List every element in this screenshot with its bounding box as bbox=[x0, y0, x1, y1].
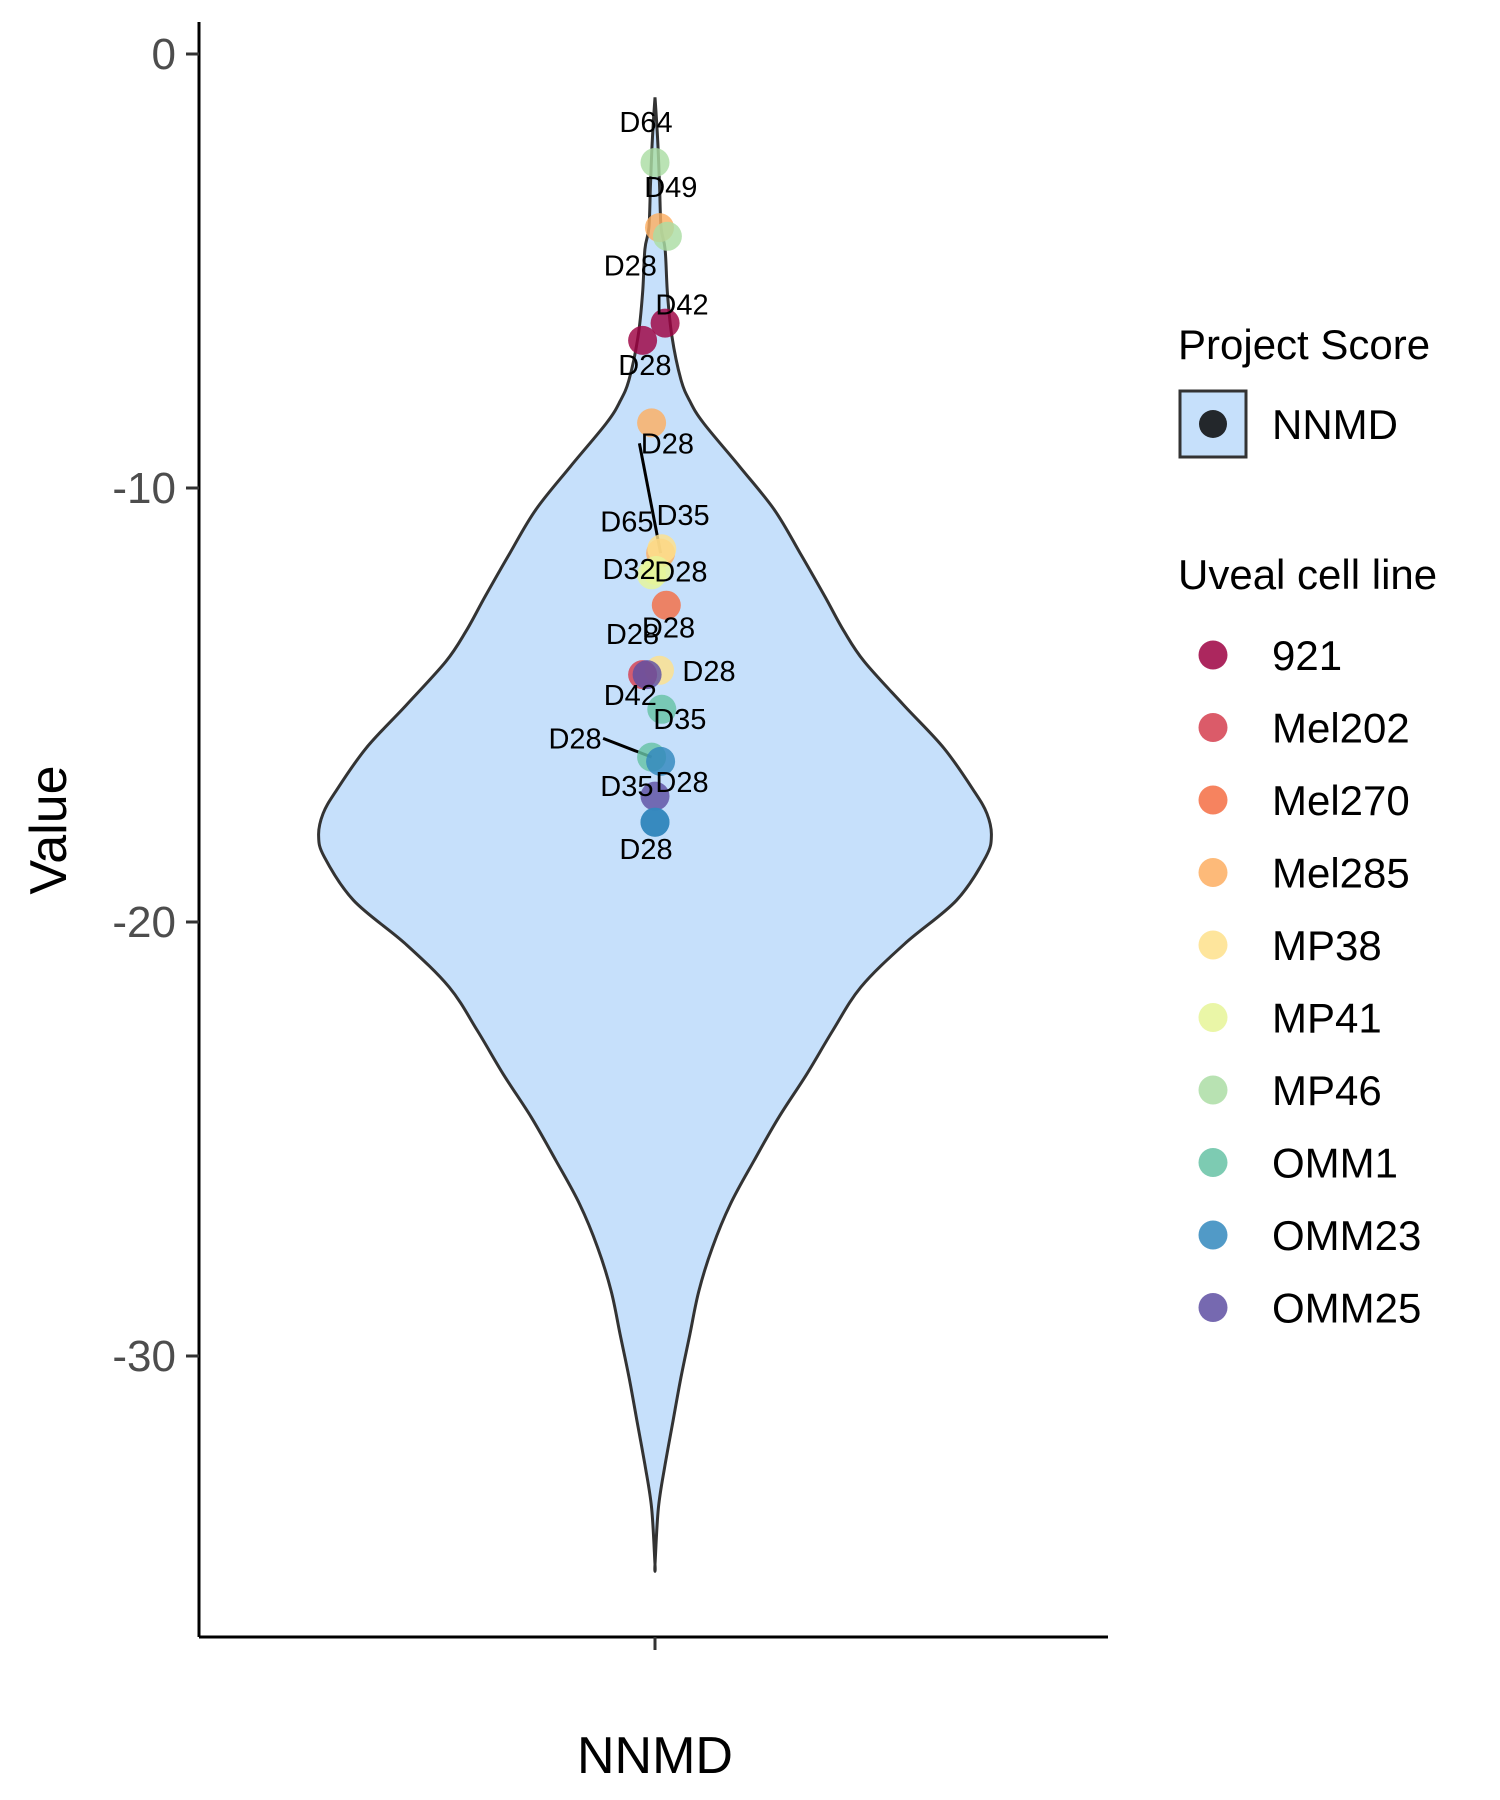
point-label-layer: D64D49D28D42D28D28D35D65D32D28D28D28D28D… bbox=[548, 107, 735, 866]
y-tick-label: -20 bbox=[112, 898, 176, 947]
data-point-omm25 bbox=[640, 781, 670, 811]
legend-key-mel270 bbox=[1198, 785, 1228, 815]
legend-key-omm1 bbox=[1198, 1148, 1228, 1177]
y-tick-label: 0 bbox=[152, 30, 176, 79]
data-point-label: D28 bbox=[604, 250, 657, 282]
legend-label-omm1: OMM1 bbox=[1272, 1140, 1398, 1187]
legend-label-mp38: MP38 bbox=[1272, 922, 1382, 969]
legend-key-omm23 bbox=[1198, 1220, 1228, 1250]
legend-label-921: 921 bbox=[1272, 632, 1342, 679]
data-point-label: D28 bbox=[619, 834, 672, 866]
data-point-label: D35 bbox=[656, 500, 709, 532]
legend-label-mel270: Mel270 bbox=[1272, 777, 1410, 824]
data-point-mel285 bbox=[637, 408, 667, 438]
data-point-omm25 bbox=[632, 660, 662, 690]
cell-line-legend-items: 921 Mel202 Mel270 Mel285 MP38 MP41 MP46 OMM1 OMM… bbox=[1198, 632, 1421, 1332]
legend: Project Score NNMD Uveal cell line 921 Me… bbox=[1178, 321, 1437, 1332]
y-tick-label: -10 bbox=[112, 464, 176, 513]
axes: 0 -10 -20 -30 NNMD Value bbox=[20, 22, 1108, 1785]
legend-key-mel202 bbox=[1198, 713, 1228, 742]
legend-key-mel285 bbox=[1198, 858, 1228, 887]
data-point-label: D28 bbox=[548, 723, 601, 755]
legend-key-mp38 bbox=[1198, 930, 1228, 960]
data-point-label: D35 bbox=[600, 771, 653, 803]
legend-title-project-score: Project Score bbox=[1178, 321, 1430, 368]
data-point-label: D49 bbox=[644, 172, 697, 204]
y-ticks: 0 -10 -20 -30 bbox=[112, 30, 199, 1381]
data-point-label: D28 bbox=[642, 613, 695, 645]
data-point-label: D28 bbox=[618, 350, 671, 382]
legend-key-omm25 bbox=[1198, 1293, 1228, 1322]
legend-label-mp41: MP41 bbox=[1272, 995, 1382, 1042]
data-point-921 bbox=[650, 308, 680, 338]
legend-point-nnmd bbox=[1199, 410, 1227, 438]
label-connector bbox=[637, 443, 663, 554]
y-axis-title: Value bbox=[20, 765, 78, 894]
data-point-label: D42 bbox=[604, 680, 657, 712]
data-point-label: D28 bbox=[641, 428, 694, 460]
data-point-mel270 bbox=[651, 590, 681, 620]
y-tick-label: -30 bbox=[112, 1332, 176, 1381]
data-point-label: D32 bbox=[602, 554, 655, 586]
data-point-omm23 bbox=[640, 807, 670, 837]
data-point-label: D28 bbox=[655, 767, 708, 799]
legend-key-921 bbox=[1198, 640, 1228, 670]
point-layer bbox=[628, 148, 682, 837]
legend-label-nnmd: NNMD bbox=[1272, 401, 1398, 448]
data-point-mp46 bbox=[640, 148, 670, 177]
data-point-mp38 bbox=[647, 534, 677, 564]
data-point-label: D65 bbox=[600, 506, 653, 538]
data-point-921 bbox=[628, 325, 658, 355]
data-point-omm1 bbox=[647, 694, 677, 724]
data-point-label: D28 bbox=[606, 619, 659, 651]
data-point-omm23 bbox=[646, 746, 676, 776]
data-point-mp46 bbox=[652, 221, 682, 251]
legend-key-mp41 bbox=[1198, 1003, 1228, 1032]
data-point-label: D28 bbox=[682, 656, 735, 688]
legend-label-mp46: MP46 bbox=[1272, 1067, 1382, 1114]
data-point-label: D42 bbox=[655, 289, 708, 321]
legend-title-uveal-cell-line: Uveal cell line bbox=[1178, 551, 1437, 598]
data-point-label: D64 bbox=[619, 107, 672, 139]
legend-key-mp46 bbox=[1198, 1075, 1228, 1105]
data-point-label: D28 bbox=[654, 556, 707, 588]
legend-label-omm25: OMM25 bbox=[1272, 1285, 1421, 1332]
legend-label-mel202: Mel202 bbox=[1272, 705, 1410, 752]
data-point-mp41 bbox=[641, 556, 671, 585]
legend-label-mel285: Mel285 bbox=[1272, 850, 1410, 897]
x-axis-title: NNMD bbox=[577, 1727, 733, 1785]
legend-label-omm23: OMM23 bbox=[1272, 1212, 1421, 1259]
data-point-label: D35 bbox=[653, 704, 706, 736]
